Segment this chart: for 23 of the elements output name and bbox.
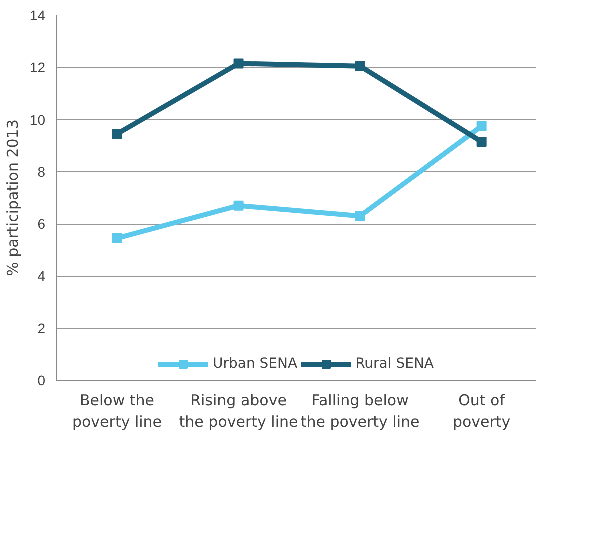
y-tick-label: 8 (38, 164, 46, 180)
y-tick-label: 0 (38, 372, 46, 388)
point (234, 200, 244, 211)
legend-label: Urban SENA (212, 356, 298, 372)
point (112, 233, 122, 244)
y-tick-label: 12 (30, 60, 46, 76)
point (476, 136, 487, 147)
y-tick-label: 4 (38, 268, 46, 284)
point (476, 121, 487, 132)
point (355, 211, 366, 222)
legend-label: Rural SENA (356, 356, 434, 372)
x-tick-label: Falling below the poverty line (300, 392, 420, 432)
point (234, 58, 244, 69)
point (112, 129, 122, 140)
x-tick-label: Below the poverty line (72, 392, 162, 432)
point (355, 61, 366, 72)
y-axis-title: % participation 2013 (4, 120, 22, 276)
y-tick-label: 14 (30, 8, 46, 24)
x-tick-label: Rising above the poverty line (179, 392, 298, 432)
y-tick-label: 10 (30, 112, 46, 128)
x-tick-label: Out of poverty (452, 392, 511, 432)
y-tick-label: 6 (38, 216, 46, 232)
y-tick-label: 2 (38, 320, 46, 336)
